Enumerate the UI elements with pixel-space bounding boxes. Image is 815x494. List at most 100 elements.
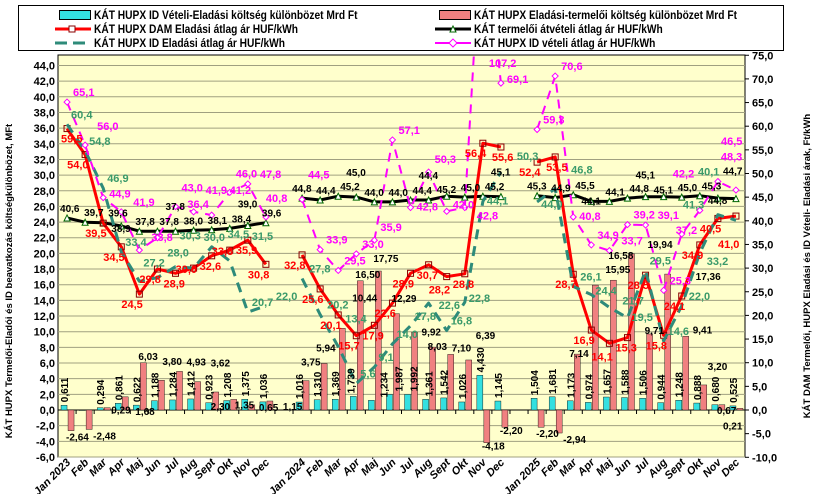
line-data-label: 33,4	[125, 237, 147, 249]
line-data-label: 38,1	[208, 216, 228, 227]
data-point-diamond	[587, 241, 596, 249]
right-tick-label: 70,0	[752, 74, 773, 86]
line-data-label: 52,4	[519, 167, 541, 179]
line-data-label: 46,8	[571, 165, 592, 177]
line-data-label: 26,1	[580, 272, 601, 284]
data-point-square	[461, 270, 469, 278]
line-data-label: 41,2	[230, 185, 251, 197]
data-point-square	[135, 290, 143, 298]
line-data-label: 40,8	[579, 211, 600, 223]
left-tick-label: -2,0	[36, 421, 55, 433]
bar	[67, 409, 75, 431]
bar	[332, 399, 339, 411]
data-point-triangle	[262, 218, 270, 227]
bar	[115, 403, 122, 411]
line-data-label: 40,5	[700, 223, 721, 235]
bar-data-label: -4,18	[482, 442, 505, 453]
bar	[295, 401, 303, 411]
line-data-label: 34,9	[682, 250, 703, 262]
bar-data-label: 1,375	[241, 371, 252, 396]
left-tick-label: 40,0	[34, 92, 55, 104]
line-data-label: 24,1	[664, 301, 685, 313]
data-point-triangle	[623, 193, 632, 202]
data-point-diamond	[352, 250, 361, 258]
bar-data-label: 1,412	[187, 370, 198, 395]
line-data-label: 44,9	[551, 184, 571, 195]
bar	[736, 408, 744, 411]
data-point-triangle	[388, 197, 397, 206]
bar	[368, 400, 375, 411]
line-data-label: 33,8	[212, 246, 233, 258]
line-data-label: 9,1	[378, 352, 393, 364]
line-data-label: 22,0	[276, 291, 297, 303]
data-point-triangle	[63, 213, 71, 222]
x-tick-label: Feb	[69, 456, 92, 479]
series-line	[65, 123, 267, 314]
line-data-label: 30,7	[417, 270, 438, 282]
x-tick-label: Dec	[249, 457, 272, 480]
bar-data-label: 0,67	[717, 406, 737, 417]
bar	[476, 375, 484, 411]
bar	[386, 394, 393, 411]
bar-data-label: -2,48	[93, 431, 116, 442]
line-data-label: 46,0	[236, 168, 257, 180]
line-data-label: 29,5	[650, 255, 671, 267]
data-point-diamond	[99, 193, 107, 202]
bar-data-label: 0,680	[711, 376, 722, 401]
line-data-label: 45,0	[678, 183, 698, 194]
data-point-triangle	[460, 193, 469, 201]
line-data-label: 45,2	[340, 182, 360, 193]
bar-data-label: 4,430	[476, 347, 487, 372]
line-data-label: 59,3	[543, 115, 564, 127]
line-data-label: 42,0	[453, 199, 474, 211]
right-tick-label: 60,0	[752, 121, 773, 133]
line-data-label: 39,1	[658, 210, 679, 222]
legend-label: KÁT termelői átvételi átlag ár HUF/kWh	[474, 22, 663, 36]
legend-label: KÁT HUPX ID Eladási átlag ár HUF/kWh	[94, 36, 286, 50]
data-point-triangle	[117, 221, 126, 230]
bar-layer	[60, 253, 744, 443]
legend-label: KÁT HUPX ID vételi átlag ár HUF/kWh	[474, 36, 656, 50]
line-data-label: 45,1	[654, 186, 674, 197]
line-data-label: 107,2	[489, 58, 517, 70]
left-tick-label: 16,0	[34, 280, 55, 292]
data-point-triangle	[497, 192, 505, 201]
line-data-label: 50,3	[517, 151, 538, 163]
data-point-triangle	[605, 197, 614, 205]
bar-data-label: 9,41	[693, 325, 713, 336]
left-tick-label: 6,0	[40, 358, 55, 370]
line-data-label: 44,1	[487, 195, 508, 207]
data-point-triangle	[424, 195, 433, 204]
line-data-label: 53,5	[546, 162, 567, 174]
bar-data-label: 0,525	[729, 377, 740, 402]
data-point-triangle	[569, 190, 578, 199]
line-data-label: 69,1	[507, 74, 528, 86]
line-data-label: 40,6	[60, 204, 80, 215]
bar	[350, 396, 357, 411]
right-tick-label: 15,0	[752, 334, 773, 346]
data-point-diamond	[641, 221, 650, 229]
bar-data-label: 0,622	[132, 377, 143, 402]
line-data-label: 38,4	[232, 214, 252, 225]
line-data-label: 15,8	[646, 340, 667, 352]
line-data-label: 16,8	[451, 316, 472, 328]
data-point-triangle	[207, 225, 216, 234]
bar-data-label: 0,888	[693, 375, 704, 400]
line-data-label: 41,3	[683, 200, 704, 212]
bar	[574, 353, 581, 411]
bar	[357, 280, 364, 411]
line-data-label: 27,8	[309, 264, 330, 276]
bar-data-label: 5,94	[316, 343, 336, 354]
left-tick-label: 36,0	[34, 123, 55, 135]
bar-data-label: 0,21	[723, 421, 743, 432]
bar	[133, 404, 140, 411]
data-point-square	[262, 260, 270, 268]
data-point-square	[370, 321, 378, 329]
data-point-triangle	[135, 227, 144, 235]
data-point-triangle	[551, 193, 559, 202]
line-data-label: 28,7	[555, 279, 576, 291]
data-point-diamond	[81, 141, 89, 149]
bar-data-label: 1,234	[379, 372, 390, 397]
bar-data-label: 6,39	[476, 331, 496, 342]
